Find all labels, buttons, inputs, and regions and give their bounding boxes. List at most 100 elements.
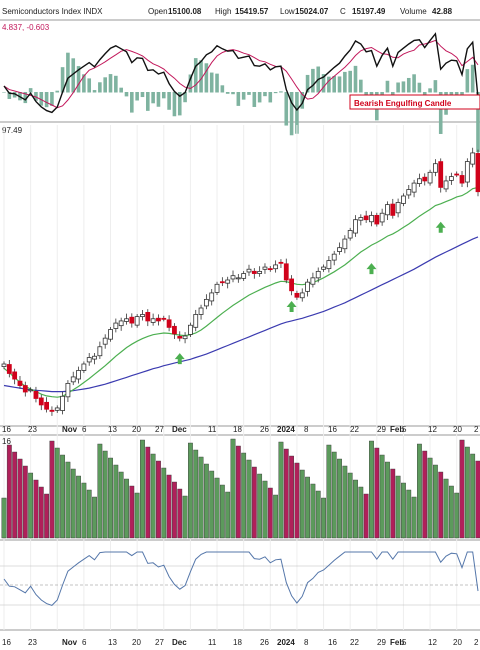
candle-body-up: [28, 389, 34, 392]
macd-hist-bar: [2, 92, 6, 93]
candle-body-down: [177, 336, 183, 339]
macd-hist-bar: [241, 92, 246, 100]
candle-body-up: [379, 212, 385, 223]
candle: [113, 318, 119, 333]
x-tick-label: 12: [428, 638, 437, 647]
volume-bar-up: [358, 486, 364, 539]
candle: [448, 172, 454, 185]
candle-body-up: [102, 337, 108, 345]
x-tick-label: 8: [304, 425, 309, 434]
macd-hist-bar: [124, 92, 129, 97]
candle: [241, 270, 247, 281]
candle: [459, 170, 465, 187]
low-value: 15024.07: [295, 7, 329, 16]
volume-bar-down: [44, 493, 50, 539]
candle-body-down: [374, 214, 380, 225]
volume-bars: [1, 438, 480, 539]
candle: [331, 250, 337, 266]
macd-hist-bar: [380, 92, 384, 96]
candle: [411, 179, 417, 198]
candle-body-up: [124, 318, 129, 322]
candle-body-up: [331, 253, 337, 261]
candle-body-up: [246, 268, 252, 273]
candle: [422, 173, 428, 186]
candle: [214, 281, 220, 295]
volume-bar-down: [177, 488, 183, 539]
volume-bar-up: [219, 484, 225, 539]
macd-hist-bar: [12, 92, 17, 98]
candle-body-up: [273, 264, 279, 270]
price-grid: [3, 125, 458, 630]
macd-signal-line: [3, 39, 479, 109]
x-tick-label: 16: [328, 638, 337, 647]
candle-body-up: [432, 163, 438, 173]
volume-bar-up: [395, 475, 401, 539]
volume-bar-down: [166, 474, 172, 539]
macd-hist-bar: [82, 74, 86, 93]
volume-bar-up: [273, 494, 279, 539]
candle: [76, 366, 81, 384]
candle-body-up: [395, 202, 401, 214]
volume-bar-up: [81, 482, 87, 539]
x-tick-label: Nov: [62, 638, 78, 647]
candle: [60, 391, 65, 415]
candle: [347, 227, 353, 241]
candle: [81, 361, 87, 374]
candle: [443, 175, 449, 193]
x-tick-label: 11: [208, 425, 217, 434]
x-tick-label: 8: [304, 638, 309, 647]
candle: [193, 309, 199, 332]
candle: [44, 397, 50, 413]
candle: [38, 394, 44, 411]
candle-body-down: [38, 397, 44, 406]
candle: [475, 149, 480, 197]
macd-hist-bar: [412, 74, 416, 93]
candle: [33, 386, 39, 403]
x-tick-label: 20: [132, 638, 141, 647]
volume-bar-up: [353, 479, 358, 539]
open-value: 15100.08: [168, 7, 202, 16]
candle: [54, 405, 60, 413]
candle-body-up: [443, 180, 449, 190]
macd-hist-bar: [417, 82, 422, 93]
moving-averages: [3, 186, 479, 398]
candle-body-up: [299, 292, 305, 299]
candle: [427, 169, 433, 186]
candle: [92, 353, 97, 365]
macd-hist-bar: [98, 82, 102, 93]
macd-hist-bar: [257, 92, 262, 103]
volume-bar-up: [427, 457, 433, 539]
candle-body-down: [283, 263, 289, 281]
volume-bar-up: [209, 470, 215, 539]
candle-body-down: [438, 161, 444, 188]
candle-body-down: [289, 278, 294, 292]
candle-body-up: [225, 279, 231, 284]
rsi-panel: [0, 551, 480, 606]
x-tick-label: 16: [328, 425, 337, 434]
candle: [198, 304, 204, 320]
up-arrow-icon: [435, 221, 446, 233]
macd-hist-bar: [193, 58, 198, 93]
volume-bar-up: [278, 441, 284, 539]
candle-body-down: [363, 215, 369, 221]
macd-hist-bar: [87, 78, 92, 93]
header-bar: Semiconductors Index INDX Open 15100.08 …: [2, 7, 453, 16]
candle-body-up: [337, 247, 342, 252]
candle: [262, 263, 268, 274]
volume-bar-down: [289, 455, 294, 539]
candle: [124, 313, 129, 325]
x-tick-label: 16: [2, 425, 11, 434]
volume-bar-up: [198, 456, 204, 539]
candle: [225, 276, 231, 289]
volume-bar-up: [65, 461, 71, 539]
volume-bar-up: [188, 442, 193, 539]
volume-bar-up: [454, 492, 460, 539]
candle: [283, 258, 289, 284]
macd-hist-bar: [289, 92, 294, 136]
candle: [246, 264, 252, 276]
candle-body-up: [315, 270, 321, 279]
candle: [395, 198, 401, 218]
volume-bar-down: [235, 445, 241, 539]
candle-body-down: [156, 317, 161, 322]
